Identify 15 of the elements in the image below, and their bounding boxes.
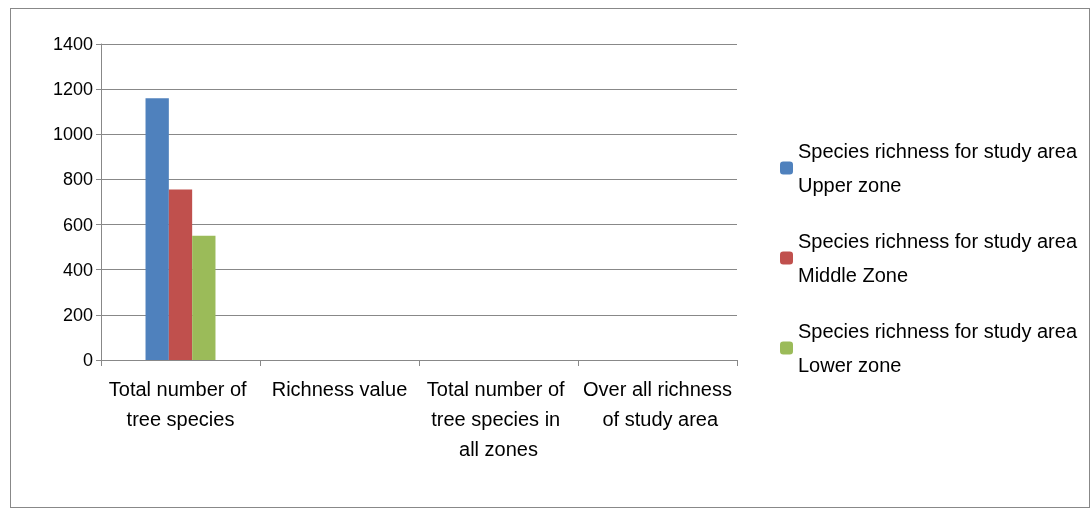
y-tick-label: 1400 xyxy=(52,34,93,54)
x-tick-label: Over all richness of study area xyxy=(583,378,732,430)
y-tick-label: 1000 xyxy=(52,124,93,145)
y-tick-label: 400 xyxy=(62,259,93,280)
y-tick-label: 0 xyxy=(82,350,93,370)
legend-label: Species richness for study area Lower zone xyxy=(798,320,1083,376)
y-tick-label: 1200 xyxy=(52,79,93,100)
legend-label: Species richness for study area Upper zone xyxy=(798,140,1083,196)
x-tick-label: Total number of tree species in all zones xyxy=(426,378,571,460)
y-tick-label: 200 xyxy=(62,304,93,325)
x-tick-label: Total number of tree species xyxy=(108,378,253,430)
y-tick-label: 600 xyxy=(62,214,93,235)
x-tick-label: Richness value xyxy=(271,378,408,400)
legend-label: Species richness for study area Middle Zone xyxy=(798,230,1083,286)
y-tick-label: 800 xyxy=(62,169,93,190)
